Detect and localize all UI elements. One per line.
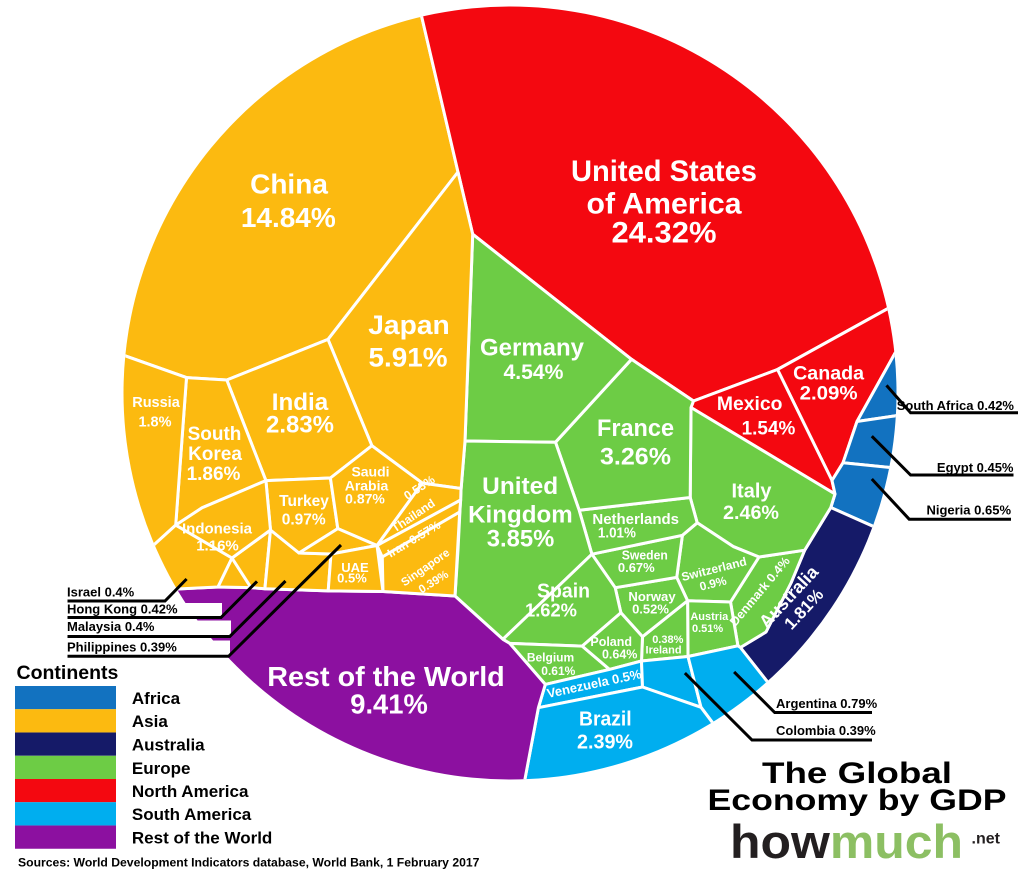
svg-text:Netherlands: Netherlands (592, 511, 679, 528)
svg-text:Germany: Germany (480, 335, 585, 362)
svg-text:Indonesia: Indonesia (182, 521, 253, 538)
svg-text:Poland: Poland (590, 635, 632, 649)
svg-text:0.38%: 0.38% (652, 634, 683, 646)
svg-text:5.91%: 5.91% (369, 343, 448, 373)
svg-text:Africa: Africa (132, 689, 181, 708)
svg-text:2.46%: 2.46% (723, 502, 779, 524)
svg-text:Canada: Canada (793, 362, 864, 384)
svg-text:1.62%: 1.62% (525, 600, 577, 621)
svg-text:Brazil: Brazil (579, 709, 632, 731)
svg-text:1.16%: 1.16% (196, 538, 239, 555)
svg-text:1.01%: 1.01% (598, 525, 636, 542)
svg-text:0.5%: 0.5% (337, 571, 367, 586)
svg-text:Rest of the World: Rest of the World (132, 829, 272, 848)
svg-text:India: India (272, 389, 329, 416)
svg-text:Hong Kong 0.42%: Hong Kong 0.42% (67, 602, 178, 617)
svg-text:0.97%: 0.97% (282, 512, 326, 529)
svg-text:.net: .net (972, 831, 1001, 848)
svg-text:Asia: Asia (132, 712, 168, 731)
svg-text:0.9%: 0.9% (698, 573, 728, 593)
svg-text:0.51%: 0.51% (692, 623, 723, 635)
svg-text:France: France (597, 415, 674, 442)
svg-text:The Global: The Global (762, 757, 952, 790)
svg-text:1.8%: 1.8% (138, 415, 171, 431)
svg-text:0.64%: 0.64% (602, 647, 637, 661)
svg-text:14.84%: 14.84% (241, 202, 336, 233)
svg-text:0.61%: 0.61% (541, 664, 575, 678)
svg-text:South: South (188, 424, 242, 445)
svg-text:Nigeria 0.65%: Nigeria 0.65% (926, 503, 1011, 518)
svg-text:0.87%: 0.87% (345, 491, 385, 507)
svg-text:Saudi: Saudi (351, 464, 389, 480)
svg-text:Japan: Japan (368, 310, 450, 340)
svg-text:Austria: Austria (690, 611, 729, 623)
svg-text:Europe: Europe (132, 759, 191, 778)
svg-text:Colombia 0.39%: Colombia 0.39% (776, 723, 876, 738)
svg-text:Russia: Russia (132, 395, 180, 411)
svg-text:24.32%: 24.32% (612, 217, 717, 250)
svg-text:Israel 0.4%: Israel 0.4% (67, 585, 135, 600)
svg-text:Mexico: Mexico (717, 394, 783, 415)
svg-text:Belgium: Belgium (527, 651, 574, 665)
svg-text:Philippines 0.39%: Philippines 0.39% (67, 640, 177, 655)
svg-text:Continents: Continents (17, 662, 119, 684)
svg-text:South Africa 0.42%: South Africa 0.42% (897, 398, 1015, 413)
svg-text:Malaysia 0.4%: Malaysia 0.4% (67, 619, 155, 634)
svg-text:2.09%: 2.09% (800, 382, 858, 404)
svg-text:Sources: World Development Ind: Sources: World Development Indicators da… (18, 856, 480, 870)
svg-text:3.26%: 3.26% (600, 443, 671, 470)
svg-text:1.86%: 1.86% (187, 464, 241, 485)
svg-text:South America: South America (132, 805, 252, 824)
svg-text:0.52%: 0.52% (632, 602, 669, 617)
svg-text:Korea: Korea (188, 444, 242, 465)
svg-text:Australia: Australia (132, 736, 205, 755)
svg-text:Rest of the World: Rest of the World (267, 661, 505, 692)
svg-text:North America: North America (132, 782, 249, 801)
svg-text:Ireland: Ireland (646, 645, 682, 657)
svg-text:Spain: Spain (537, 581, 590, 603)
svg-text:0.67%: 0.67% (618, 560, 655, 575)
svg-text:Sweden: Sweden (622, 548, 668, 563)
svg-text:9.41%: 9.41% (350, 689, 428, 720)
svg-text:Argentina 0.79%: Argentina 0.79% (776, 696, 878, 711)
svg-text:Norway: Norway (628, 589, 676, 604)
svg-text:Turkey: Turkey (279, 493, 329, 510)
svg-text:UAE: UAE (341, 560, 369, 575)
svg-text:2.83%: 2.83% (266, 412, 334, 439)
svg-text:4.54%: 4.54% (504, 360, 564, 384)
svg-text:Kingdom: Kingdom (468, 502, 573, 529)
svg-text:United: United (482, 473, 558, 500)
svg-text:3.85%: 3.85% (487, 526, 555, 553)
svg-text:Economy by GDP: Economy by GDP (708, 784, 1007, 817)
svg-text:China: China (250, 169, 328, 200)
svg-text:1.54%: 1.54% (742, 419, 796, 440)
svg-text:Arabia: Arabia (345, 478, 389, 494)
svg-text:of America: of America (587, 188, 742, 221)
svg-text:Italy: Italy (732, 481, 773, 503)
svg-text:United States: United States (571, 155, 757, 188)
svg-text:2.39%: 2.39% (577, 731, 633, 754)
svg-text:Egypt 0.45%: Egypt 0.45% (937, 460, 1014, 475)
